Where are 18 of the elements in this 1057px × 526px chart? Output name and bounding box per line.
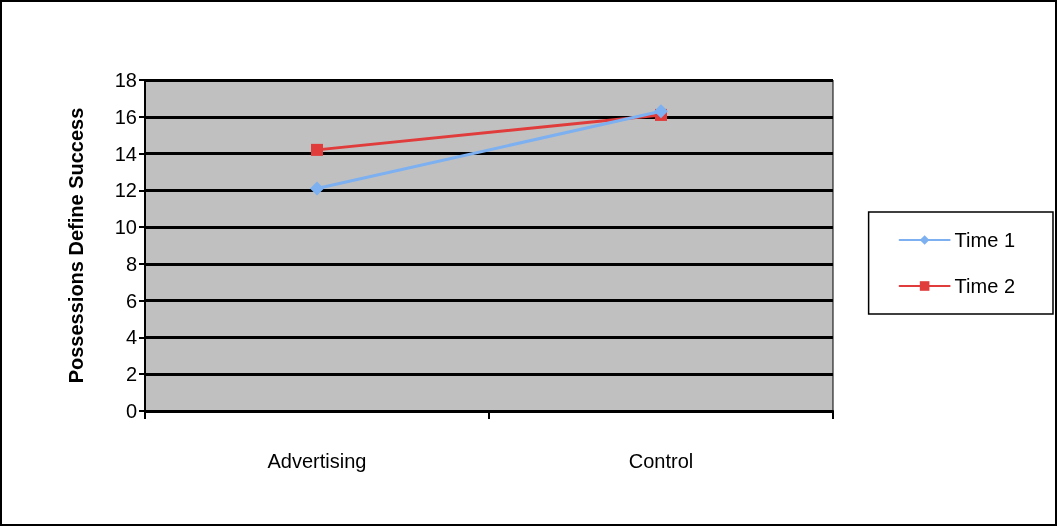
- x-tick-label: Advertising: [267, 450, 367, 472]
- y-tick-label: 14: [114, 142, 137, 165]
- legend-label: Time 1: [954, 229, 1016, 251]
- y-tick-label: 10: [114, 216, 137, 239]
- y-tick-label: 0: [125, 400, 137, 422]
- y-tick-label: 12: [114, 179, 137, 202]
- y-tick-label: 8: [125, 252, 137, 275]
- x-tick-label: Control: [628, 450, 694, 472]
- point: [310, 181, 324, 196]
- y-tick-label: 2: [125, 363, 137, 386]
- point: [311, 143, 323, 156]
- point: [654, 104, 668, 119]
- legend-label: Time 2: [954, 275, 1016, 297]
- y-axis-title: Possessions Define Success: [65, 107, 87, 384]
- y-tick-label: 6: [125, 289, 137, 312]
- y-tick-label: 4: [125, 326, 137, 349]
- y-tick-label: 16: [114, 105, 137, 128]
- y-tick-label: 18: [114, 69, 137, 91]
